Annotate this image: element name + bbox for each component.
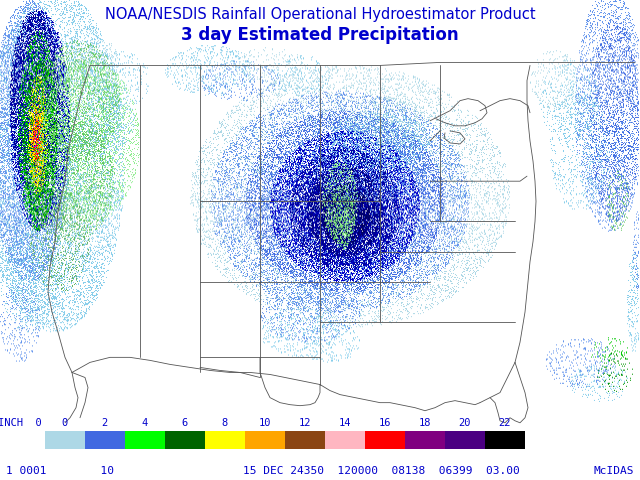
Text: 3 day Estimated Precipitation: 3 day Estimated Precipitation bbox=[181, 26, 459, 45]
Text: 0: 0 bbox=[61, 418, 68, 428]
Text: 1 0001        10: 1 0001 10 bbox=[6, 466, 115, 476]
Bar bbox=[485, 431, 525, 449]
Text: 20: 20 bbox=[458, 418, 471, 428]
Text: 18: 18 bbox=[419, 418, 431, 428]
Text: 6: 6 bbox=[182, 418, 188, 428]
Text: 10: 10 bbox=[259, 418, 271, 428]
Text: 15 DEC 24350  120000  08138  06399  03.00: 15 DEC 24350 120000 08138 06399 03.00 bbox=[243, 466, 520, 476]
Bar bbox=[445, 431, 485, 449]
Bar bbox=[325, 431, 365, 449]
Text: McIDAS: McIDAS bbox=[593, 466, 634, 476]
Text: 16: 16 bbox=[378, 418, 391, 428]
Bar bbox=[405, 431, 445, 449]
Text: INCH  0: INCH 0 bbox=[0, 418, 42, 428]
Bar bbox=[365, 431, 405, 449]
Text: 14: 14 bbox=[339, 418, 351, 428]
Text: NOAA/NESDIS Rainfall Operational Hydroestimator Product: NOAA/NESDIS Rainfall Operational Hydroes… bbox=[105, 7, 535, 22]
Bar bbox=[45, 431, 85, 449]
Bar bbox=[165, 431, 205, 449]
Text: 2: 2 bbox=[102, 418, 108, 428]
Bar bbox=[205, 431, 245, 449]
Bar bbox=[85, 431, 125, 449]
Text: 12: 12 bbox=[298, 418, 311, 428]
Bar bbox=[245, 431, 285, 449]
Bar bbox=[125, 431, 165, 449]
Text: 22: 22 bbox=[499, 418, 511, 428]
Text: 8: 8 bbox=[221, 418, 228, 428]
Bar bbox=[285, 431, 325, 449]
Text: 4: 4 bbox=[141, 418, 148, 428]
